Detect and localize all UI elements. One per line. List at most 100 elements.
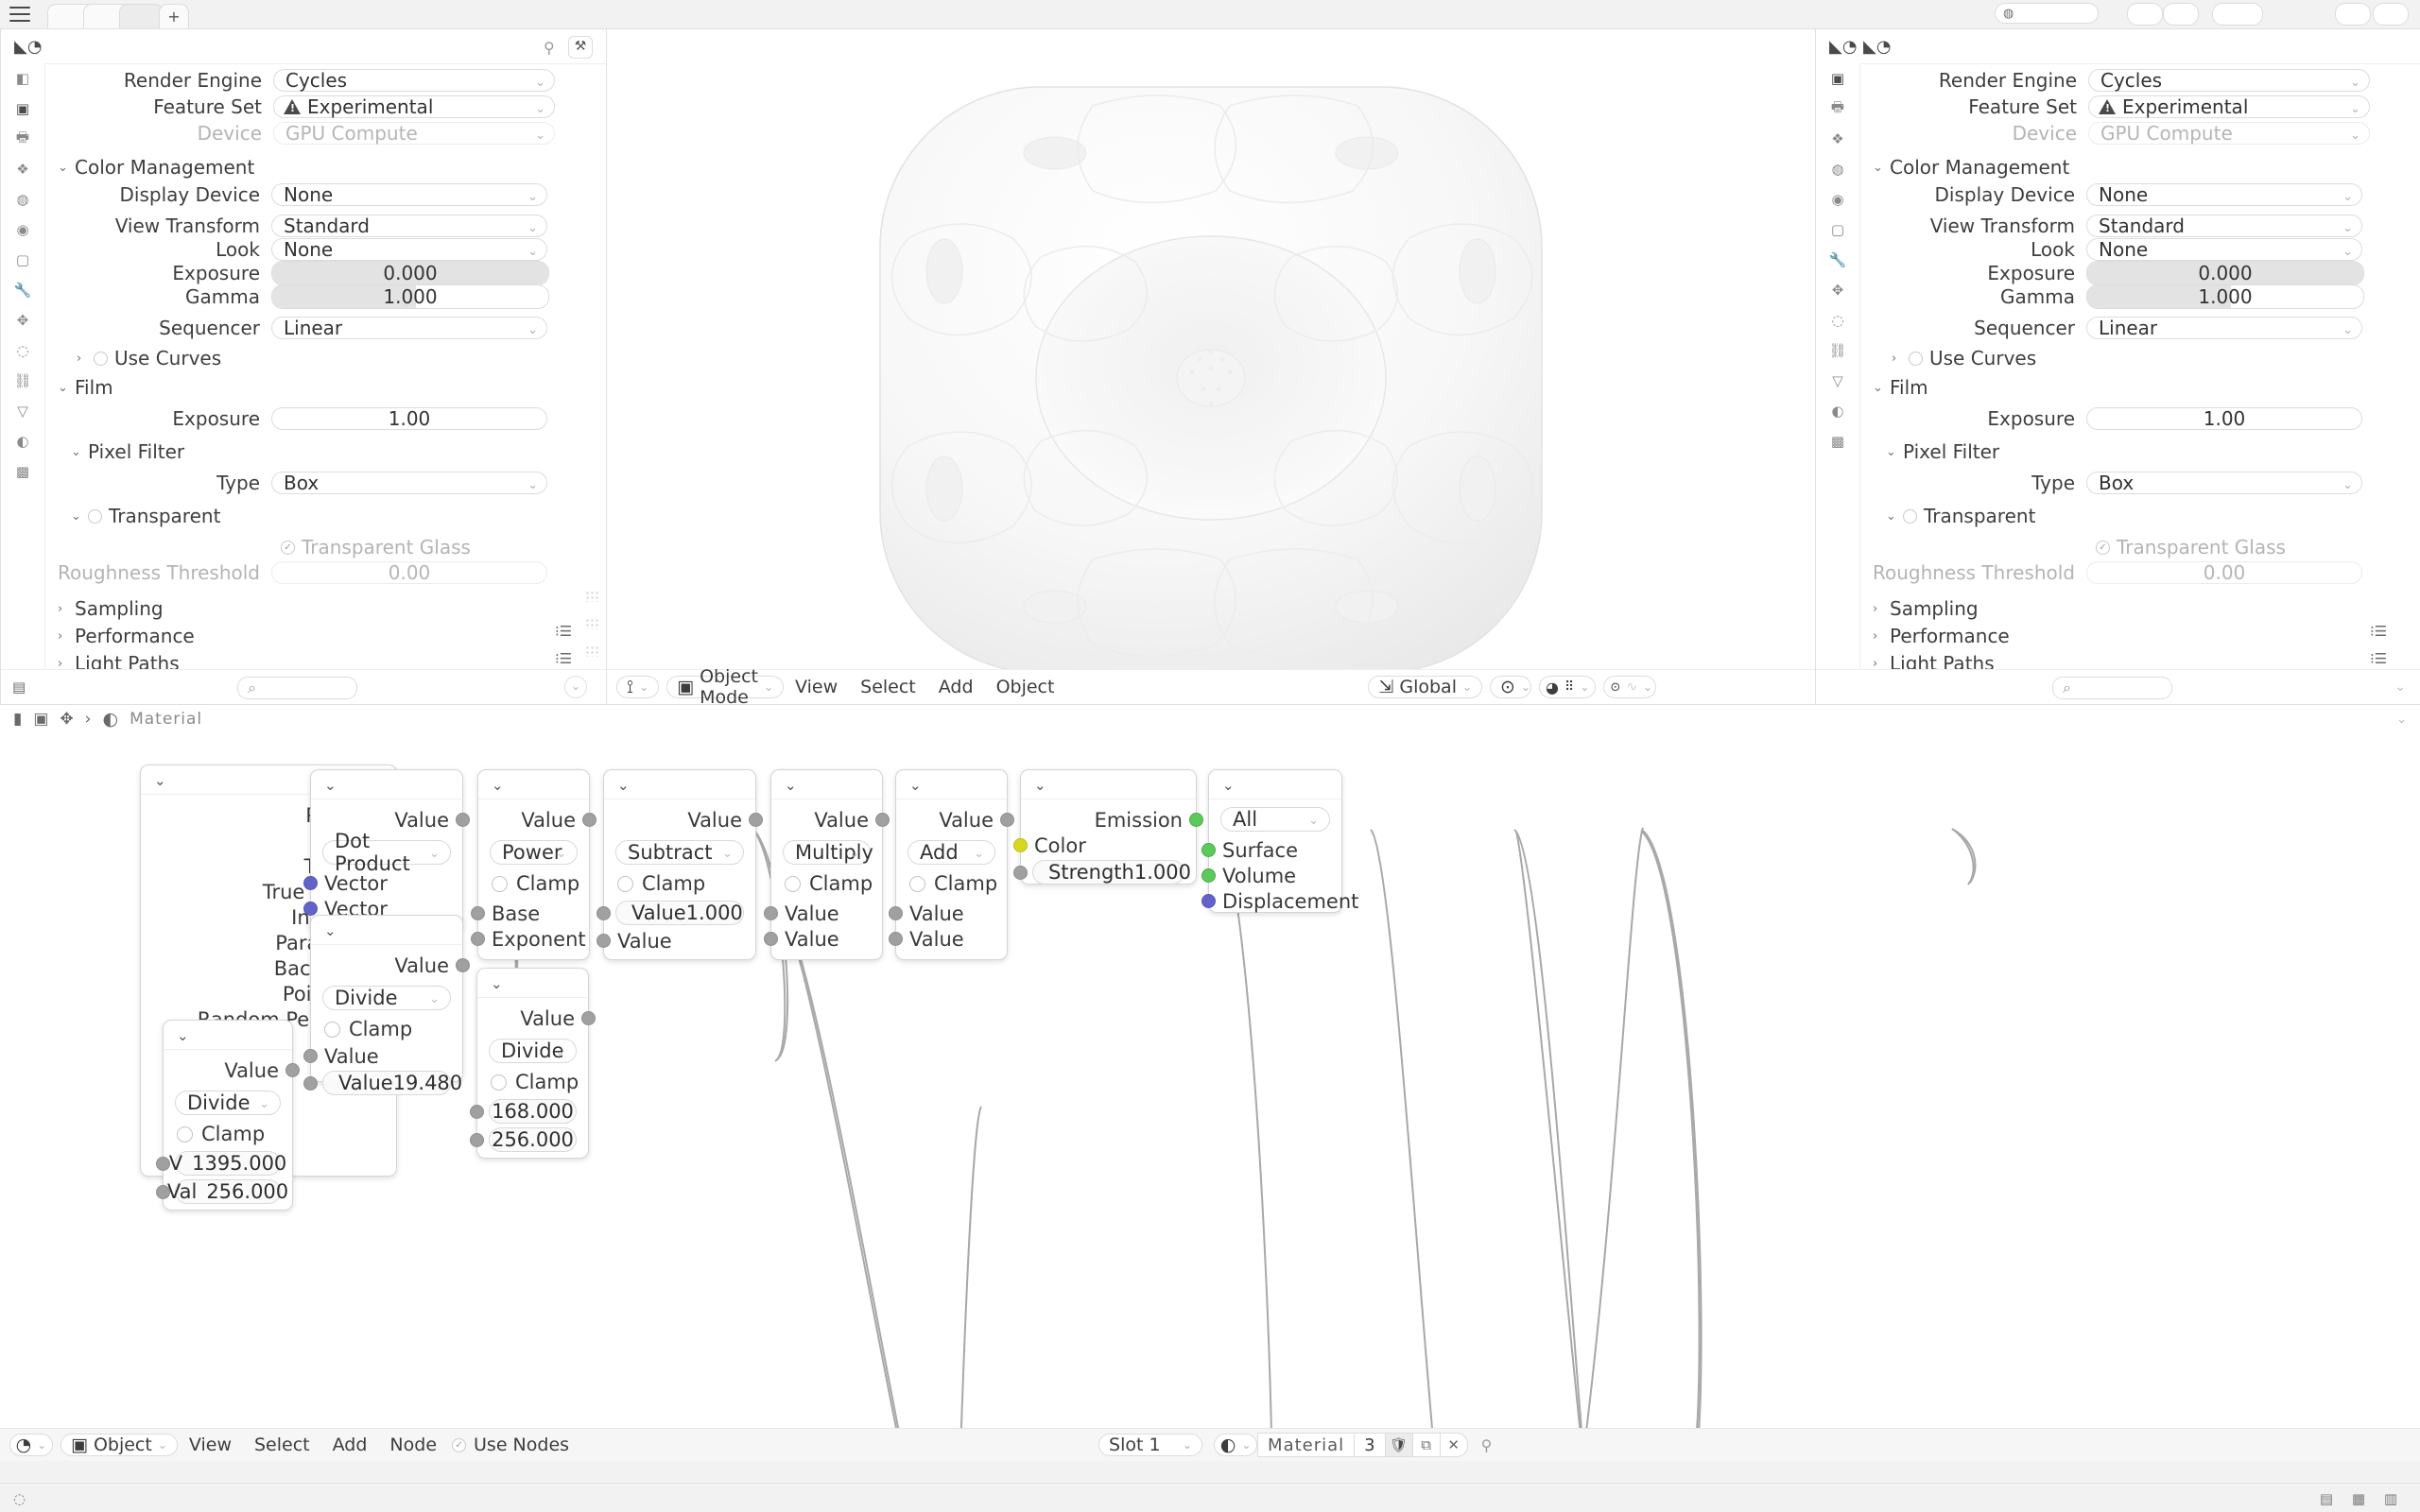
input-volume[interactable]: Volume <box>1201 863 1341 888</box>
material-icon[interactable]: ◐ <box>102 709 119 730</box>
expand-icon[interactable]: ⌄ <box>2396 712 2407 727</box>
input-value-field-row[interactable]: Value 1.000 <box>596 901 744 925</box>
operation-select[interactable]: Divide ⌄ <box>489 1039 577 1063</box>
tab-particles-right[interactable]: ✥ <box>1831 282 1844 299</box>
section-pixel-filter[interactable]: ⌄ Pixel Filter <box>71 440 185 463</box>
workspace-tab-3[interactable] <box>119 4 163 29</box>
input-value-b[interactable]: Value <box>764 926 882 952</box>
tab-modifiers-right[interactable]: 🔧 <box>1828 251 1847 268</box>
operation-select[interactable]: Divide ⌄ <box>322 986 451 1010</box>
input-vector-a[interactable]: Vector <box>303 870 462 896</box>
tab-particles[interactable]: ✥ <box>16 312 29 329</box>
sequencer-select[interactable]: Linear ⌄ <box>271 317 547 339</box>
clamp-checkbox[interactable] <box>492 875 508 892</box>
tab-data[interactable]: ▽ <box>17 403 28 420</box>
operation-select[interactable]: Power ⌄ <box>490 840 578 865</box>
tab-texture-right[interactable]: ▩ <box>1830 433 1845 450</box>
socket-value-out[interactable] <box>581 1011 596 1025</box>
main-menu-icon[interactable] <box>9 7 30 22</box>
node-header[interactable]: ⌄ <box>1021 770 1196 799</box>
node-header[interactable]: ⌄ <box>896 770 1007 799</box>
value-a-field[interactable]: V 1395.000 <box>168 1151 287 1176</box>
clamp-checkbox[interactable] <box>617 875 633 892</box>
tab-object[interactable]: ▢ <box>15 251 30 268</box>
chevron-down-icon[interactable]: ⌄ <box>177 1027 189 1044</box>
output-value[interactable]: Value <box>896 807 1014 833</box>
duplicate-icon[interactable]: ⧉ <box>1412 1433 1441 1457</box>
socket-emission-out[interactable] <box>1189 813 1203 827</box>
input-value-a[interactable]: Value <box>889 901 1007 926</box>
material-users-count[interactable]: 3 <box>1355 1433 1386 1457</box>
tab-output-right[interactable]: 🖶 <box>1830 97 1845 115</box>
operation-select[interactable]: Divide ⌄ <box>175 1091 281 1115</box>
tab-view-layer[interactable]: ❖ <box>16 161 29 178</box>
editor-type-selector[interactable]: ⟟ ⌄ <box>616 676 660 698</box>
transparent-checkbox-right[interactable] <box>1903 508 1917 524</box>
film-exposure-field-right[interactable]: 1.00 <box>2086 407 2362 430</box>
properties-editor-type-icon[interactable]: ◣◔ <box>1829 37 1858 57</box>
use-curves-checkbox[interactable] <box>94 351 108 366</box>
clamp-toggle[interactable]: Clamp <box>896 872 1007 895</box>
node-math-divide-c[interactable]: ⌄ Value Divide ⌄ Clamp V 1395.000 Val 256.0… <box>156 1020 300 1211</box>
section-transparent[interactable]: ⌄ Transparent <box>71 505 221 527</box>
view-layer-remove-button[interactable] <box>2373 3 2409 26</box>
clamp-checkbox[interactable] <box>177 1125 193 1143</box>
socket-value-out[interactable] <box>1000 813 1014 827</box>
socket-color[interactable] <box>1013 838 1028 852</box>
pixel-filter-type-select[interactable]: Box ⌄ <box>271 472 547 494</box>
transparent-checkbox[interactable] <box>88 508 102 524</box>
roughness-threshold-field[interactable]: 0.00 <box>271 561 547 584</box>
output-value[interactable]: Value <box>164 1057 300 1083</box>
tab-constraints-right[interactable]: ⛓ <box>1828 342 1847 359</box>
section-performance[interactable]: › Performance <box>58 625 195 647</box>
viewport-menu-object[interactable]: Object <box>995 677 1055 697</box>
display-device-select-right[interactable]: None ⌄ <box>2086 183 2362 206</box>
value-field[interactable]: Value 19.480 <box>322 1071 462 1095</box>
look-select[interactable]: None ⌄ <box>271 238 547 261</box>
input-value-a-row[interactable]: V 1395.000 <box>156 1151 287 1176</box>
tab-world[interactable]: ◉ <box>16 221 29 238</box>
slot-selector[interactable]: Slot 1 ⌄ <box>1098 1434 1203 1456</box>
pin-icon[interactable]: ⚲ <box>1480 1435 1493 1454</box>
tab-object-right[interactable]: ▢ <box>1830 221 1845 238</box>
socket-value-out[interactable] <box>285 1063 300 1077</box>
value-field[interactable]: Value 1.000 <box>615 901 744 925</box>
tab-view-layer-right[interactable]: ❖ <box>1831 130 1844 147</box>
socket-displacement[interactable] <box>1201 894 1216 908</box>
node-header[interactable]: ⌄ <box>478 770 589 799</box>
chevron-down-icon[interactable]: ⌄ <box>324 922 337 939</box>
socket-value-a[interactable] <box>596 906 611 920</box>
socket-value-b[interactable] <box>156 1185 170 1199</box>
input-value-a[interactable]: Value <box>303 1043 462 1069</box>
performance-presets-icon-right[interactable]: ⁝☰ <box>2370 623 2388 640</box>
clamp-checkbox[interactable] <box>909 875 925 892</box>
node-emission[interactable]: ⌄ Emission Color Strength 1.000 <box>1013 769 1203 885</box>
chevron-down-icon[interactable]: ⌄ <box>785 777 797 794</box>
socket-surface[interactable] <box>1201 843 1216 857</box>
chevron-down-icon[interactable]: ⌄ <box>1222 777 1235 794</box>
node-material-output[interactable]: ⌄ All ⌄ Surface Volume Displacement <box>1201 769 1358 914</box>
transform-orientation-selector[interactable]: ⇲ Global ⌄ <box>1368 676 1483 698</box>
film-exposure-field[interactable]: 1.00 <box>271 407 547 430</box>
copy-scene-button[interactable] <box>2163 3 2199 26</box>
node-menu-view[interactable]: View <box>188 1435 232 1455</box>
socket-value-b[interactable] <box>470 1133 484 1147</box>
input-displacement[interactable]: Displacement <box>1201 888 1358 914</box>
chevron-down-icon[interactable]: ⌄ <box>491 975 503 992</box>
feature-set-select-right[interactable]: Experimental⌄ <box>2088 95 2370 118</box>
socket-value-out[interactable] <box>875 813 890 827</box>
display-device-select[interactable]: None ⌄ <box>271 183 547 206</box>
socket-value-b[interactable] <box>764 932 778 946</box>
tab-render[interactable]: ▣ <box>1 94 44 124</box>
socket-value-out[interactable] <box>582 813 596 827</box>
chevron-down-icon[interactable]: ⌄ <box>324 777 337 794</box>
use-curves-toggle[interactable]: › Use Curves <box>77 347 222 369</box>
output-emission[interactable]: Emission <box>1021 807 1203 833</box>
chevron-down-icon[interactable]: ⌄ <box>1034 777 1046 794</box>
properties-search-input-right[interactable]: ⌕ <box>2052 677 2172 699</box>
performance-presets-icon[interactable]: ⁝☰ <box>555 623 573 640</box>
input-value-b[interactable]: Value <box>889 926 1007 952</box>
gamma-slider[interactable]: 1.000 <box>271 284 549 309</box>
input-value-b[interactable]: Value <box>596 928 755 954</box>
clamp-toggle[interactable]: Clamp <box>771 872 882 895</box>
